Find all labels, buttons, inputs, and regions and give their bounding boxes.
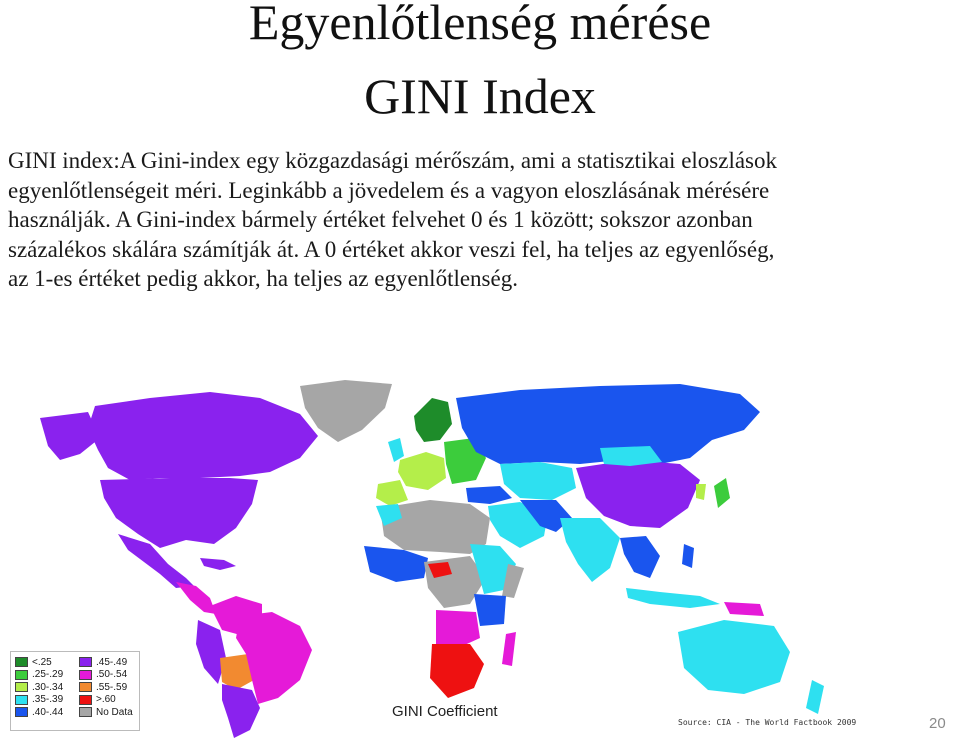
region-central-asia bbox=[500, 462, 576, 500]
legend-column-left: <.25 .25-.29 .30-.34 .35-.39 .40-.44 bbox=[15, 656, 63, 719]
region-southern-central-africa bbox=[436, 610, 480, 648]
body-line: egyenlőtlenségeit méri. Leginkább a jöve… bbox=[8, 177, 770, 203]
legend-item: No Data bbox=[79, 706, 133, 719]
map-legend: <.25 .25-.29 .30-.34 .35-.39 .40-.44 .45… bbox=[10, 651, 140, 731]
region-russia bbox=[456, 384, 760, 464]
region-china bbox=[576, 460, 700, 528]
region-east-africa bbox=[470, 544, 516, 594]
region-peru bbox=[196, 620, 226, 684]
legend-swatch bbox=[15, 657, 28, 668]
region-canada bbox=[88, 392, 318, 480]
legend-item: .30-.34 bbox=[15, 681, 63, 694]
region-korea bbox=[696, 484, 706, 500]
region-north-africa bbox=[380, 500, 490, 554]
legend-label: >.60 bbox=[96, 694, 116, 706]
region-mexico bbox=[118, 534, 194, 588]
region-bolivia bbox=[220, 654, 254, 690]
legend-item: .50-.54 bbox=[79, 669, 133, 682]
legend-label: .40-.44 bbox=[32, 706, 64, 718]
legend-swatch bbox=[15, 694, 28, 705]
region-morocco bbox=[376, 504, 402, 526]
region-madagascar bbox=[502, 632, 516, 666]
region-car bbox=[428, 562, 452, 578]
legend-column-right: .45-.49 .50-.54 .55-.59 >.60 No Data bbox=[79, 656, 133, 719]
legend-label: No Data bbox=[96, 706, 133, 718]
legend-item: .40-.44 bbox=[15, 706, 63, 719]
body-line: az 1-es értéket pedig akkor, ha teljes a… bbox=[8, 266, 518, 291]
region-alaska bbox=[40, 412, 100, 460]
region-india bbox=[560, 518, 620, 582]
legend-item: .25-.29 bbox=[15, 669, 63, 682]
region-philippines bbox=[682, 544, 694, 568]
region-greenland bbox=[300, 380, 392, 442]
region-south-africa bbox=[430, 644, 484, 698]
region-argentina bbox=[222, 684, 260, 738]
world-map-svg bbox=[40, 380, 824, 738]
region-se-asia bbox=[620, 536, 660, 578]
region-iran bbox=[520, 500, 572, 532]
legend-swatch bbox=[79, 657, 92, 668]
region-western-europe bbox=[398, 452, 446, 490]
slide-title-line-1: Egyenlőtlenség mérése bbox=[248, 0, 712, 50]
gini-world-map bbox=[0, 368, 960, 738]
legend-label: .50-.54 bbox=[96, 669, 128, 681]
region-australia bbox=[678, 620, 790, 694]
region-caribbean bbox=[200, 558, 236, 570]
legend-swatch bbox=[15, 707, 28, 718]
region-central-america bbox=[176, 582, 216, 614]
region-kenya-tanzania bbox=[474, 594, 506, 626]
region-uk bbox=[388, 438, 404, 462]
legend-label: .45-.49 bbox=[96, 656, 128, 668]
slide-title-line-2: GINI Index bbox=[364, 68, 596, 124]
legend-label: .25-.29 bbox=[32, 669, 64, 681]
region-mongolia bbox=[600, 446, 662, 466]
region-turkey bbox=[466, 486, 512, 504]
region-iberia bbox=[376, 480, 408, 506]
legend-swatch bbox=[79, 707, 92, 718]
legend-swatch bbox=[15, 669, 28, 680]
legend-label: .30-.34 bbox=[32, 681, 64, 693]
region-somalia bbox=[502, 564, 524, 598]
legend-label: <.25 bbox=[32, 656, 52, 668]
region-scandinavia bbox=[414, 398, 452, 442]
region-new-zealand bbox=[806, 680, 824, 714]
legend-item: .55-.59 bbox=[79, 681, 133, 694]
legend-item: <.25 bbox=[15, 656, 63, 669]
legend-swatch bbox=[79, 694, 92, 705]
region-usa bbox=[100, 478, 258, 548]
region-west-africa bbox=[364, 546, 428, 582]
region-brazil bbox=[236, 612, 312, 704]
slide-body-text: GINI index:A Gini-index egy közgazdasági… bbox=[8, 146, 956, 294]
body-line: GINI index:A Gini-index egy közgazdasági… bbox=[8, 148, 777, 173]
map-source: Source: CIA - The World Factbook 2009 bbox=[678, 718, 857, 727]
body-line: százalékos skálára számítják át. A 0 ért… bbox=[8, 236, 775, 262]
legend-item: .45-.49 bbox=[79, 656, 133, 669]
region-japan bbox=[714, 478, 730, 508]
legend-swatch bbox=[79, 682, 92, 693]
region-indonesia bbox=[626, 588, 720, 608]
legend-label: .35-.39 bbox=[32, 694, 64, 706]
slide-number: 20 bbox=[929, 715, 946, 732]
legend-item: .35-.39 bbox=[15, 694, 63, 707]
region-papua bbox=[724, 602, 764, 616]
legend-label: .55-.59 bbox=[96, 681, 128, 693]
legend-swatch bbox=[15, 682, 28, 693]
legend-item: >.60 bbox=[79, 694, 133, 707]
legend-swatch bbox=[79, 669, 92, 680]
body-line: használják. A Gini-index bármely értéket… bbox=[8, 207, 753, 232]
map-caption: GINI Coefficient bbox=[392, 703, 498, 720]
